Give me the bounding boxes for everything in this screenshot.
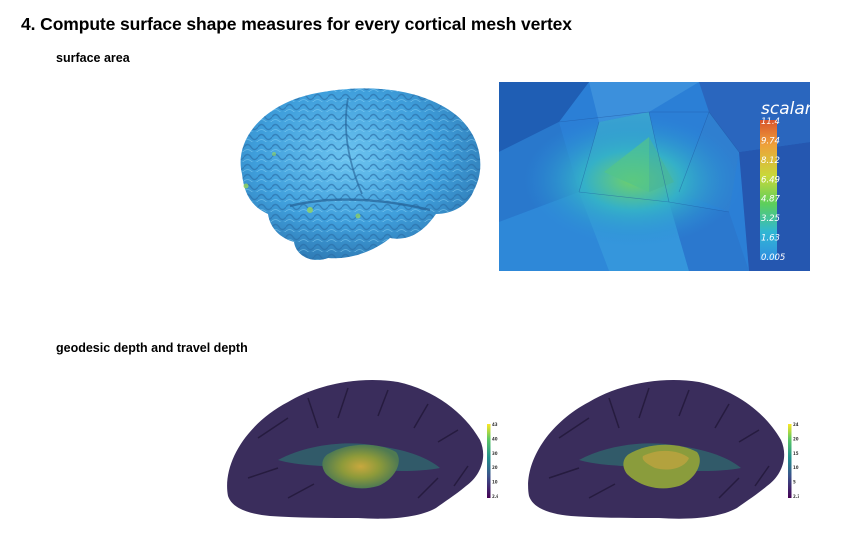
travel-colorbar-tick-5: 2.35 xyxy=(793,494,799,499)
mesh-closeup-render: scalar 11.4 9.74 8.12 6.49 4.87 3.25 1.63 0.005 xyxy=(499,82,810,271)
travel-depth-render: 24.95 20 15 10 5 2.35 xyxy=(528,380,799,519)
surface-colorbar-tick-0: 11.4 xyxy=(761,117,780,127)
geodesic-colorbar-ticks: 43.04 40 30 20 10 2.64 xyxy=(492,422,498,499)
geodesic-colorbar xyxy=(487,424,491,498)
page-title: 4. Compute surface shape measures for ev… xyxy=(21,14,572,34)
travel-colorbar-tick-0: 24.95 xyxy=(793,422,799,427)
travel-colorbar-ticks: 24.95 20 15 10 5 2.35 xyxy=(793,422,799,499)
geodesic-colorbar-tick-4: 10 xyxy=(492,480,498,485)
geodesic-colorbar-tick-5: 2.64 xyxy=(492,494,498,499)
brain-surface-area-render xyxy=(240,88,481,261)
surface-colorbar-ticks: 11.4 9.74 8.12 6.49 4.87 3.25 1.63 0.005 xyxy=(761,117,785,263)
surface-colorbar-tick-7: 0.005 xyxy=(761,253,785,263)
geodesic-colorbar-tick-2: 30 xyxy=(492,451,498,456)
travel-colorbar-tick-1: 20 xyxy=(793,436,799,441)
surface-colorbar-tick-2: 8.12 xyxy=(761,156,780,166)
depth-heading: geodesic depth and travel depth xyxy=(56,341,248,355)
surface-area-heading: surface area xyxy=(56,51,130,65)
geodesic-colorbar-tick-1: 40 xyxy=(492,436,498,441)
travel-colorbar-tick-4: 5 xyxy=(793,480,796,485)
geodesic-colorbar-tick-0: 43.04 xyxy=(492,422,498,427)
surface-colorbar-tick-1: 9.74 xyxy=(761,136,780,146)
surface-colorbar xyxy=(760,120,777,260)
surface-colorbar-tick-4: 4.87 xyxy=(761,195,781,205)
geodesic-depth-render: 43.04 40 30 20 10 2.64 xyxy=(227,380,498,519)
geodesic-colorbar-tick-3: 20 xyxy=(492,465,498,470)
travel-colorbar xyxy=(788,424,792,498)
colorbar-title: scalar xyxy=(761,99,810,119)
travel-colorbar-tick-3: 10 xyxy=(793,465,799,470)
surface-colorbar-tick-6: 1.63 xyxy=(761,234,780,244)
travel-colorbar-tick-2: 15 xyxy=(793,451,799,456)
surface-colorbar-tick-3: 6.49 xyxy=(761,175,780,185)
surface-colorbar-tick-5: 3.25 xyxy=(761,214,780,224)
